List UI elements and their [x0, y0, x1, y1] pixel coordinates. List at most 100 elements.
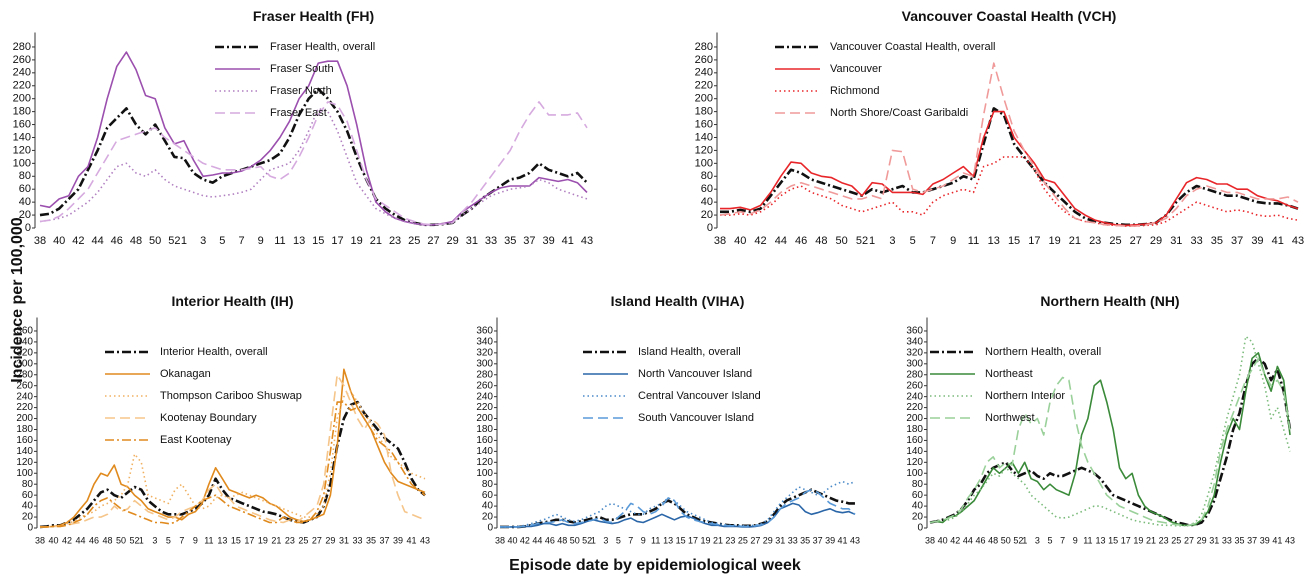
- x-tick-label: 33: [788, 535, 798, 545]
- series-line: [500, 480, 856, 528]
- y-tick-label: 60: [22, 490, 34, 501]
- x-tick-label: 31: [1170, 235, 1182, 247]
- y-tick-label: 200: [906, 413, 923, 424]
- x-tick-label: 46: [795, 235, 807, 247]
- x-tick-label: 27: [312, 535, 322, 545]
- x-tick-label: 29: [325, 535, 335, 545]
- x-tick-label: 25: [738, 535, 748, 545]
- y-tick-label: 140: [695, 131, 713, 143]
- x-tick-label: 15: [231, 535, 241, 545]
- x-tick-label: 42: [72, 235, 84, 247]
- x-tick-label: 48: [103, 535, 113, 545]
- x-tick-label: 29: [1197, 535, 1207, 545]
- y-tick-label: 360: [16, 326, 33, 337]
- x-tick-label: 3: [603, 535, 608, 545]
- x-tick-label: 40: [53, 235, 65, 247]
- series-line: [500, 502, 856, 528]
- y-tick-label: 220: [695, 80, 713, 92]
- x-tick-label: 1: [869, 235, 875, 247]
- x-tick-label: 23: [285, 535, 295, 545]
- x-tick-label: 9: [1073, 535, 1078, 545]
- y-tick-label: 0: [917, 523, 923, 534]
- legend-label: Kootenay Boundary: [160, 412, 257, 424]
- x-tick-label: 11: [1083, 535, 1092, 545]
- x-tick-label: 13: [1096, 535, 1106, 545]
- y-tick-label: 80: [482, 479, 494, 490]
- x-tick-label: 38: [714, 235, 726, 247]
- x-tick-label: 33: [1190, 235, 1202, 247]
- x-tick-label: 50: [149, 235, 161, 247]
- x-tick-label: 48: [988, 535, 998, 545]
- x-tick-label: 17: [244, 535, 254, 545]
- x-tick-label: 46: [89, 535, 99, 545]
- x-tick-label: 17: [1028, 235, 1040, 247]
- x-tick-label: 23: [1159, 535, 1169, 545]
- legend-label: Richmond: [830, 85, 880, 97]
- x-tick-label: 15: [1008, 235, 1020, 247]
- legend-label: Vancouver: [830, 63, 882, 75]
- x-tick-label: 29: [1150, 235, 1162, 247]
- x-tick-label: 5: [1047, 535, 1052, 545]
- x-tick-label: 52: [856, 235, 868, 247]
- legend-label: Northern Health, overall: [985, 346, 1101, 358]
- y-tick-label: 180: [13, 106, 31, 118]
- y-tick-label: 60: [701, 183, 713, 195]
- x-tick-label: 3: [1035, 535, 1040, 545]
- y-tick-label: 340: [16, 337, 33, 348]
- legend-label: Fraser North: [270, 85, 332, 97]
- legend-label: Okanagan: [160, 368, 211, 380]
- y-tick-label: 240: [695, 67, 713, 79]
- x-tick-label: 29: [447, 235, 459, 247]
- x-tick-label: 39: [1260, 535, 1270, 545]
- legend-label: Island Health, overall: [638, 346, 741, 358]
- y-tick-label: 80: [701, 170, 713, 182]
- x-tick-label: 7: [238, 235, 244, 247]
- y-tick-label: 120: [13, 144, 31, 156]
- x-tick-label: 25: [1171, 535, 1181, 545]
- y-tick-label: 140: [906, 446, 923, 457]
- legend-label: South Vancouver Island: [638, 412, 754, 424]
- y-tick-label: 220: [906, 402, 923, 413]
- x-tick-label: 35: [800, 535, 810, 545]
- y-tick-label: 140: [16, 446, 33, 457]
- y-tick-label: 20: [19, 209, 31, 221]
- x-tick-label: 35: [1234, 535, 1244, 545]
- y-tick-label: 340: [476, 337, 493, 348]
- y-tick-label: 0: [25, 222, 31, 234]
- series-line: [39, 101, 588, 226]
- x-tick-label: 44: [532, 535, 542, 545]
- y-tick-label: 280: [476, 369, 493, 380]
- y-tick-label: 120: [476, 457, 493, 468]
- x-tick-label: 39: [542, 235, 554, 247]
- series-line: [39, 400, 426, 529]
- y-tick-label: 100: [476, 468, 493, 479]
- x-tick-label: 11: [968, 235, 979, 247]
- x-tick-label: 40: [734, 235, 746, 247]
- x-tick-label: 17: [688, 535, 698, 545]
- y-tick-label: 240: [16, 391, 33, 402]
- y-tick-label: 20: [912, 512, 924, 523]
- x-tick-label: 35: [504, 235, 516, 247]
- x-tick-label: 27: [1130, 235, 1142, 247]
- x-tick-label: 31: [466, 235, 478, 247]
- series-line: [929, 352, 1291, 527]
- y-tick-label: 180: [476, 424, 493, 435]
- x-tick-label: 9: [193, 535, 198, 545]
- x-tick-label: 46: [976, 535, 986, 545]
- x-tick-label: 33: [1222, 535, 1232, 545]
- y-tick-label: 180: [16, 424, 33, 435]
- x-tick-label: 42: [520, 535, 530, 545]
- x-tick-label: 43: [1292, 235, 1304, 247]
- x-tick-label: 41: [406, 535, 416, 545]
- x-tick-label: 41: [1272, 535, 1282, 545]
- x-tick-label: 13: [293, 235, 305, 247]
- y-tick-label: 120: [906, 457, 923, 468]
- legend-label: Fraser South: [270, 63, 334, 75]
- x-tick-label: 33: [485, 235, 497, 247]
- y-tick-label: 260: [695, 54, 713, 66]
- x-tick-label: 44: [76, 535, 86, 545]
- y-tick-label: 360: [476, 326, 493, 337]
- y-tick-label: 260: [16, 380, 33, 391]
- x-tick-label: 38: [34, 235, 46, 247]
